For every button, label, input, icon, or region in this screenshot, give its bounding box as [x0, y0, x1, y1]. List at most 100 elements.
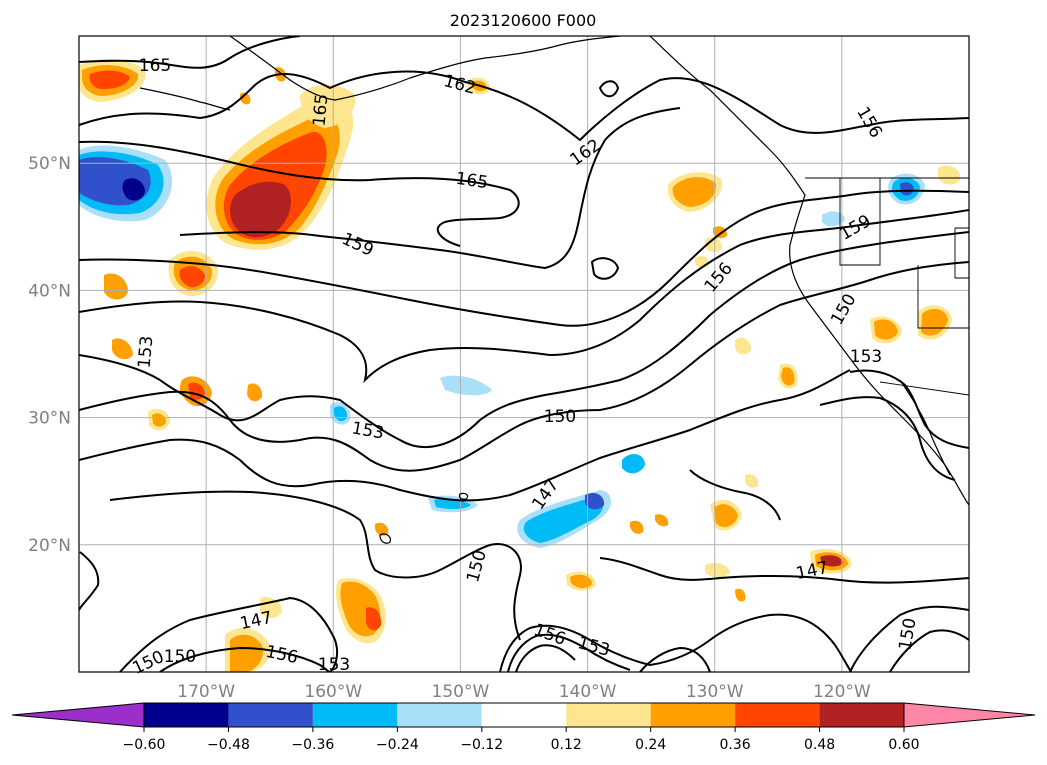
coastline-hawaii: [458, 492, 469, 500]
contour-line: [159, 646, 331, 672]
colorbar-extend-low: [11, 702, 145, 728]
contour-line: [109, 490, 522, 641]
contour-label: 153: [318, 655, 350, 675]
colorbar-bin: [312, 703, 398, 727]
colorbar-bin: [819, 703, 904, 727]
contour-line: [590, 257, 620, 280]
colorbar-bin: [650, 703, 736, 727]
colorbar-tick-label: 0.48: [804, 737, 835, 753]
contour-line: [79, 209, 969, 384]
height-contours: [79, 36, 969, 672]
coastline-north-america: [649, 36, 969, 506]
contour-line: [598, 80, 620, 98]
border-state: [839, 178, 881, 266]
shade-pos-mid: [570, 574, 592, 589]
longitude-label: 160°W: [304, 682, 362, 702]
colorbar-tick-label: −0.60: [123, 737, 166, 753]
colorbar-bin: [144, 703, 229, 727]
colorbar-tick-label: 0.36: [720, 737, 751, 753]
latitude-labels: 20°N 30°N 40°N 50°N: [28, 154, 71, 556]
contour-line: [79, 36, 301, 69]
contour-line: [79, 261, 969, 472]
shade-pos-mid: [655, 514, 669, 527]
contour-label: 153: [135, 335, 158, 369]
shade-pos-mid: [630, 520, 644, 534]
map-content: [79, 36, 969, 672]
longitude-label: 130°W: [686, 682, 744, 702]
coastline-gulf-california: [899, 379, 951, 476]
contour-label: 153: [850, 347, 882, 367]
colorbar: −0.60 −0.48 −0.36 −0.24 −0.12 0.12 0.24 0.36 0.4…: [11, 702, 1036, 753]
colorbar-bin: [735, 703, 820, 727]
contour-line: [507, 633, 631, 672]
latitude-label: 30°N: [28, 409, 71, 429]
coastline-alaska-peninsula: [229, 36, 621, 101]
shade-neg-max: [122, 178, 145, 201]
colorbar-tick-label: −0.24: [376, 737, 419, 753]
colorbar-tick-label: −0.12: [460, 737, 503, 753]
shade-neg-mid: [434, 498, 471, 510]
colorbar-bin: [397, 703, 482, 727]
latitude-label: 50°N: [28, 154, 71, 174]
shade-neg-light: [440, 375, 492, 396]
shade-pos-mid: [921, 309, 948, 336]
border-state: [917, 265, 969, 329]
contour-line: [79, 70, 969, 142]
contour-line: [639, 646, 711, 672]
shade-pos-mid: [112, 338, 133, 360]
contour-line: [119, 596, 339, 672]
shade-pos-mid: [874, 319, 898, 340]
shade-pos-light: [300, 84, 356, 128]
shade-pos-light: [705, 562, 730, 578]
longitude-label: 140°W: [559, 682, 617, 702]
shade-pos-mid: [375, 522, 389, 536]
colorbar-bin: [228, 703, 313, 727]
shade-pos-light: [938, 165, 961, 185]
contour-label: 165: [139, 56, 171, 76]
latitude-label: 40°N: [28, 281, 71, 301]
longitude-labels: 170°W 160°W 150°W 140°W 130°W 120°W: [177, 682, 871, 702]
coastline-aleutians: [139, 87, 231, 111]
shade-neg-mid: [523, 496, 604, 543]
shade-pos-mid: [713, 226, 728, 239]
shade-pos-max: [820, 555, 843, 567]
colorbar-outline: [143, 702, 905, 728]
latitude-label: 20°N: [28, 536, 71, 556]
contour-line: [599, 557, 969, 584]
shade-pos-mid: [781, 367, 795, 386]
shade-pos-mid: [247, 383, 263, 402]
shade-neg-strong: [585, 493, 605, 510]
contour-line: [79, 369, 851, 502]
shade-neg-light: [822, 211, 845, 227]
colorbar-tick-label: −0.48: [207, 737, 250, 753]
contour-line: [889, 629, 969, 672]
contour-line: [179, 107, 681, 270]
shade-pos-mid: [104, 273, 128, 300]
shade-neg-mid: [622, 453, 645, 474]
shade-pos-mid: [152, 413, 166, 427]
longitude-label: 120°W: [813, 682, 871, 702]
shade-pos-light: [705, 236, 722, 253]
border-us-mexico: [879, 381, 969, 396]
contour-label: 165: [310, 93, 333, 127]
colorbar-tick-label: 0.12: [551, 737, 582, 753]
contour-label: 150: [164, 647, 196, 667]
longitude-label: 150°W: [432, 682, 490, 702]
borders: [805, 177, 969, 396]
longitude-label: 170°W: [177, 682, 235, 702]
contour-line: [849, 605, 969, 672]
shade-pos-light: [735, 337, 752, 355]
shade-pos-mid: [230, 634, 264, 672]
map-frame: [78, 35, 970, 673]
contour-line: [499, 613, 853, 672]
contour-line: [689, 469, 781, 521]
colorbar-bin: [481, 703, 567, 727]
border-state: [954, 227, 969, 279]
contour-line: [79, 231, 969, 449]
shade-pos-strong: [179, 266, 205, 288]
contour-line: [79, 140, 520, 247]
coastline-hawaii: [379, 533, 391, 544]
contour-line: [515, 644, 576, 672]
contour-line: [79, 551, 100, 611]
